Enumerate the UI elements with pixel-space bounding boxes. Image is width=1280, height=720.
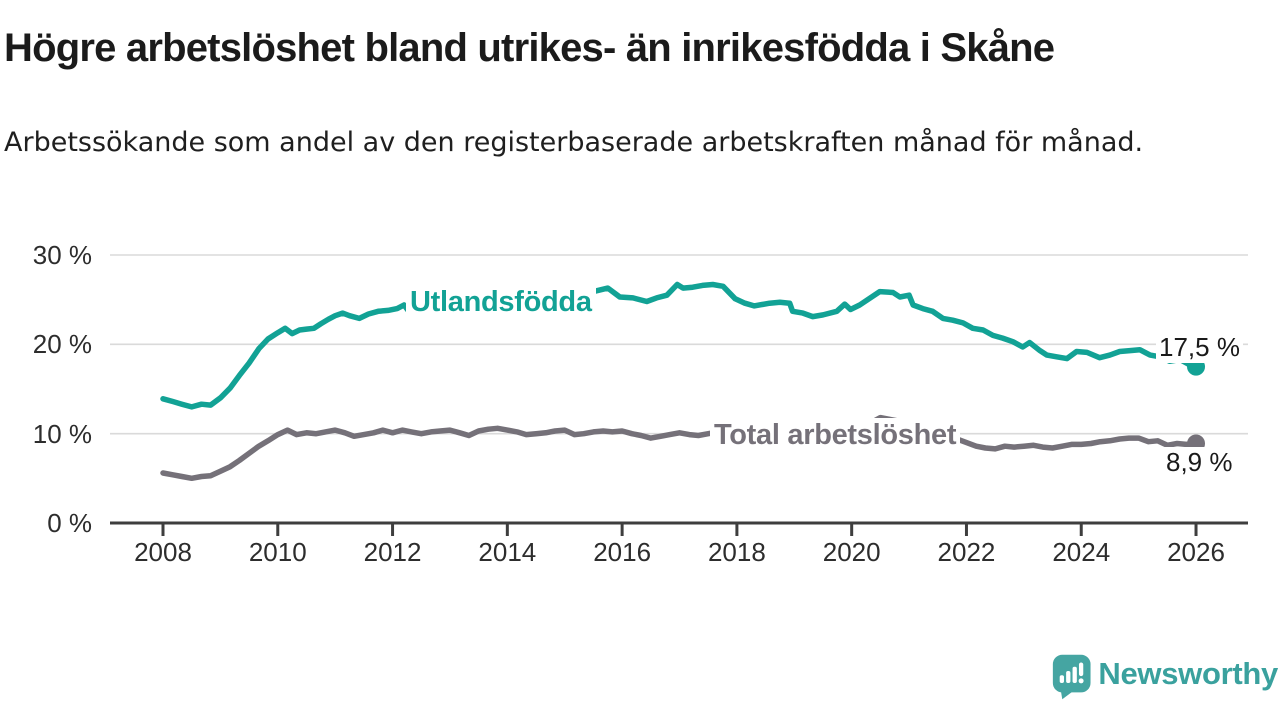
- y-tick-label-10: 10 %: [32, 418, 92, 449]
- newsworthy-bubble-icon: [1052, 654, 1091, 700]
- series-line-0: [160, 281, 1199, 410]
- y-tick-label-0: 0 %: [47, 508, 92, 538]
- series-label-total-arbetsloshet: Total arbetslöshet: [710, 418, 961, 453]
- x-tick-label-2012: 2012: [363, 537, 422, 567]
- series-line-1: [160, 414, 1199, 482]
- x-tick-label-2020: 2020: [822, 537, 881, 567]
- y-tick-label-20: 20 %: [32, 329, 92, 360]
- x-tick-label-2010: 2010: [248, 537, 307, 567]
- x-tick-label-2014: 2014: [478, 537, 537, 567]
- end-value-label-total: 8,9 %: [1163, 447, 1236, 478]
- page-subtitle: Arbetssökande som andel av den registerb…: [4, 127, 1144, 158]
- x-tick-label-2024: 2024: [1052, 537, 1111, 567]
- x-tick-label-2026: 2026: [1167, 537, 1225, 567]
- brand-name: Newsworthy: [1098, 656, 1278, 691]
- x-tick-label-2018: 2018: [707, 537, 766, 567]
- x-tick-label-2022: 2022: [937, 537, 996, 567]
- end-value-label-utlandsfodda: 17,5 %: [1156, 332, 1243, 363]
- x-tick-label-2008: 2008: [134, 537, 192, 567]
- series-label-utlandsfodda: Utlandsfödda: [406, 285, 596, 320]
- y-tick-label-30: 30 %: [32, 240, 92, 270]
- page-title: Högre arbetslöshet bland utrikes- än inr…: [4, 26, 1055, 70]
- newsworthy-logo: Newsworthy: [1052, 648, 1278, 706]
- x-tick-label-2016: 2016: [593, 537, 652, 567]
